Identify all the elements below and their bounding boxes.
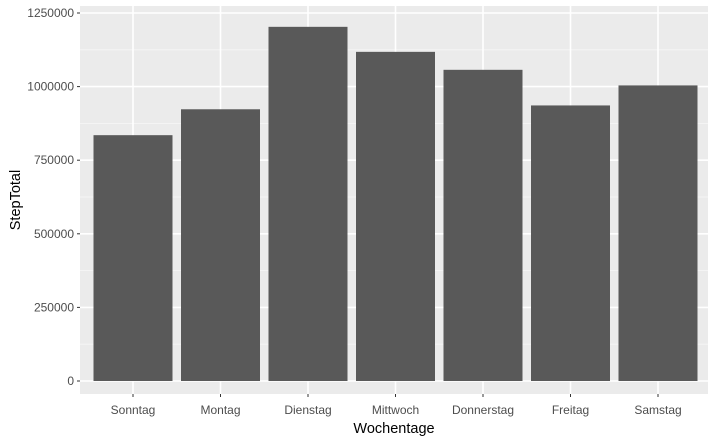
x-axis: Sonntag Montag Dienstag Mittwoch Donnerstag F…	[111, 394, 682, 417]
bar-samstag	[618, 85, 698, 382]
bar-sonntag	[93, 135, 173, 381]
bar-freitag	[531, 105, 610, 382]
x-tick-label: Mittwoch	[372, 403, 419, 417]
x-tick-label: Montag	[200, 403, 240, 417]
x-tick-label: Dienstag	[284, 403, 331, 417]
y-tick-label: 1000000	[27, 80, 74, 94]
bar-dienstag	[268, 26, 348, 382]
bar-donnerstag	[443, 69, 523, 381]
x-axis-title: Wochentage	[353, 421, 434, 437]
y-axis-title: StepTotal	[8, 170, 24, 230]
y-tick-label: 750000	[34, 153, 74, 167]
y-tick-label: 500000	[34, 227, 74, 241]
y-tick-label: 0	[67, 374, 74, 388]
x-tick-label: Samstag	[634, 403, 681, 417]
x-tick-label: Freitag	[552, 403, 589, 417]
bar-montag	[181, 109, 260, 381]
y-tick-label: 250000	[34, 300, 74, 314]
y-axis: 0 250000 500000 750000 1000000 1250000	[27, 6, 80, 388]
bar-mittwoch	[356, 51, 435, 381]
y-tick-label: 1250000	[27, 6, 74, 20]
x-tick-label: Sonntag	[111, 403, 156, 417]
x-tick-label: Donnerstag	[452, 403, 514, 417]
bars	[93, 26, 698, 382]
